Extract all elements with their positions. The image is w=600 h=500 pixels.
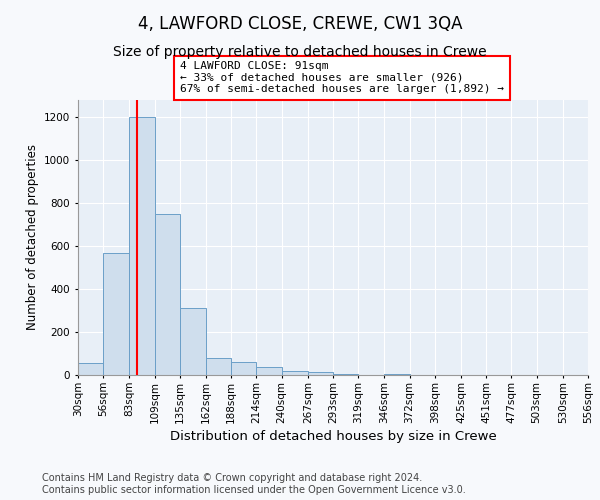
Bar bbox=[206, 358, 231, 375]
Bar bbox=[308, 372, 333, 375]
Bar bbox=[333, 374, 358, 375]
Bar bbox=[231, 362, 256, 375]
Bar bbox=[385, 374, 410, 375]
Bar bbox=[155, 214, 180, 375]
Text: Contains HM Land Registry data © Crown copyright and database right 2024.
Contai: Contains HM Land Registry data © Crown c… bbox=[42, 474, 466, 495]
Bar bbox=[256, 368, 281, 375]
Bar bbox=[130, 117, 155, 375]
Text: 4 LAWFORD CLOSE: 91sqm
← 33% of detached houses are smaller (926)
67% of semi-de: 4 LAWFORD CLOSE: 91sqm ← 33% of detached… bbox=[180, 62, 504, 94]
Text: Size of property relative to detached houses in Crewe: Size of property relative to detached ho… bbox=[113, 45, 487, 59]
Bar bbox=[103, 252, 130, 375]
Bar bbox=[78, 363, 103, 375]
Bar bbox=[281, 370, 308, 375]
Y-axis label: Number of detached properties: Number of detached properties bbox=[26, 144, 38, 330]
X-axis label: Distribution of detached houses by size in Crewe: Distribution of detached houses by size … bbox=[170, 430, 496, 442]
Bar bbox=[180, 308, 206, 375]
Text: 4, LAWFORD CLOSE, CREWE, CW1 3QA: 4, LAWFORD CLOSE, CREWE, CW1 3QA bbox=[138, 15, 462, 33]
